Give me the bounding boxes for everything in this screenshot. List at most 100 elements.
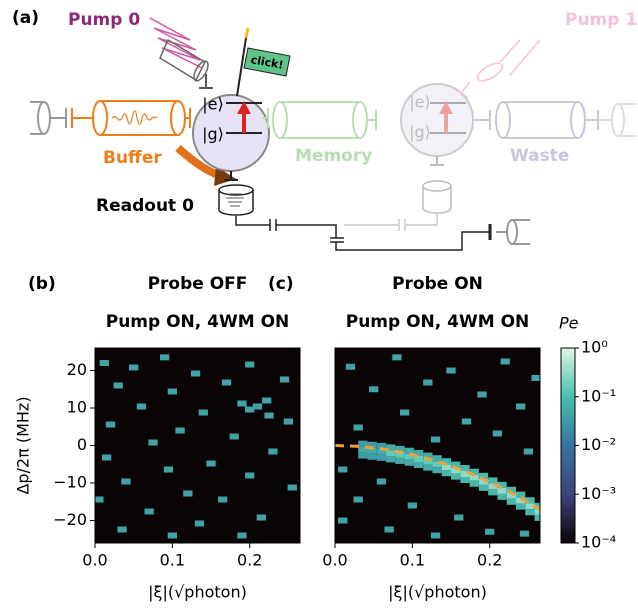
y-tick-label: 0 <box>77 435 87 454</box>
axes-frame <box>334 347 541 544</box>
chart-title: Probe ON <box>392 274 483 294</box>
panel-label: (c) <box>268 274 294 294</box>
heatmap-cell <box>148 439 158 446</box>
readout-cavity <box>218 184 492 251</box>
heatmap-cell <box>395 451 405 458</box>
heatmap-cell <box>497 481 507 488</box>
click-label: click! <box>250 53 285 72</box>
heatmap-cell <box>432 467 442 474</box>
qubit1 <box>344 83 474 231</box>
heatmap-cell <box>175 427 185 434</box>
flag-pole <box>236 37 247 97</box>
heatmap-cell <box>392 354 402 361</box>
heatmap-cell <box>534 502 540 509</box>
heatmap-cell <box>376 454 387 461</box>
heatmap-cell <box>386 450 396 457</box>
heatmap-cell <box>113 382 123 389</box>
state-label: |g⟩ <box>202 125 224 144</box>
x-tick-label: 0.0 <box>322 551 347 570</box>
pump1-drive <box>454 39 541 99</box>
heatmap-cell <box>478 472 489 479</box>
heatmap-cell <box>506 492 517 499</box>
heatmap-cell <box>386 444 396 451</box>
heatmap-cell <box>461 418 472 425</box>
heatmap-cell <box>283 418 294 425</box>
y-tick-label: −20 <box>53 510 87 529</box>
heatmap-cell <box>469 474 479 481</box>
fit-curve <box>335 444 540 511</box>
heatmap-cell <box>144 508 154 515</box>
heatmap-cell <box>525 503 535 510</box>
waste-cavity <box>474 101 599 139</box>
heatmap-cell <box>525 509 535 516</box>
heatmap-cell <box>353 424 363 431</box>
heatmap-cell <box>413 462 424 468</box>
heatmap-cell <box>488 477 498 484</box>
heatmap-cell <box>423 464 433 471</box>
heatmap-cell <box>167 532 177 539</box>
heatmap-cell <box>268 448 278 455</box>
heatmap-cell <box>407 502 417 509</box>
readout-label: Readout 0 <box>96 196 194 216</box>
heatmap-cell <box>516 491 526 498</box>
state-label: |g⟩ <box>409 123 431 142</box>
heatmap-cell <box>460 471 470 477</box>
readout-port <box>496 219 530 245</box>
heatmap-cell <box>523 448 534 455</box>
x-axis-label: |ξ|(√photon) <box>148 583 247 602</box>
heatmap-cell <box>105 421 116 428</box>
heatmap-cell <box>163 466 174 473</box>
heatmap-cell <box>430 532 441 539</box>
heatmap <box>335 354 540 539</box>
heatmap-cell <box>469 480 479 487</box>
heatmap-cell <box>262 397 272 404</box>
heatmap-cell <box>395 457 405 464</box>
heatmap-cell <box>121 478 131 485</box>
y-tick-label: −10 <box>53 473 87 492</box>
heatmap-cell <box>237 400 247 407</box>
heatmap-cell <box>478 484 489 491</box>
heatmap-cell <box>423 458 433 465</box>
heatmap-cell <box>384 526 394 533</box>
panel-label: (b) <box>28 274 56 294</box>
state-label: |e⟩ <box>409 93 430 112</box>
heatmap-cell <box>525 497 535 504</box>
heatmap-cell <box>190 370 201 377</box>
x-tick-label: 0.0 <box>82 551 107 570</box>
colorbar-tick-label: 10⁻⁴ <box>581 533 616 552</box>
buffer-cavity <box>71 100 191 136</box>
heatmap-cell <box>488 489 498 496</box>
colorbar-label: Pe <box>559 314 579 333</box>
chart-subtitle: Pump ON, 4WM ON <box>346 312 530 332</box>
chart-title: Probe OFF <box>148 274 248 294</box>
buffer-label: Buffer <box>103 148 162 168</box>
heatmap-cell <box>485 528 495 535</box>
heatmap-cell <box>376 442 387 449</box>
state-label: |e⟩ <box>202 95 223 114</box>
heatmap-cell <box>477 391 487 398</box>
heatmap-cell <box>218 496 228 503</box>
heatmap-cell <box>454 514 464 521</box>
heatmap-cell <box>221 379 232 386</box>
heatmap-cell <box>432 455 442 462</box>
heatmap-cell <box>497 487 507 494</box>
heatmap-cell <box>129 364 139 371</box>
heatmap-cell <box>245 361 255 368</box>
heatmap-cell <box>167 388 177 395</box>
heatmap-cell <box>95 496 104 503</box>
heatmap-cell <box>460 465 470 471</box>
arrow-head <box>214 166 236 186</box>
arrow-head <box>237 101 251 114</box>
colorbar <box>560 347 576 544</box>
heatmap-cell <box>345 363 356 370</box>
heatmap-cell <box>497 493 507 500</box>
heatmap-cell <box>338 517 348 524</box>
x-tick-label: 0.2 <box>237 551 262 570</box>
heatmap-cell <box>369 386 379 393</box>
x-tick-label: 0.1 <box>160 551 185 570</box>
heatmap-cell <box>358 452 368 459</box>
left-port <box>30 101 67 135</box>
heatmap-cell <box>451 467 461 474</box>
heatmap-cell <box>399 409 410 416</box>
